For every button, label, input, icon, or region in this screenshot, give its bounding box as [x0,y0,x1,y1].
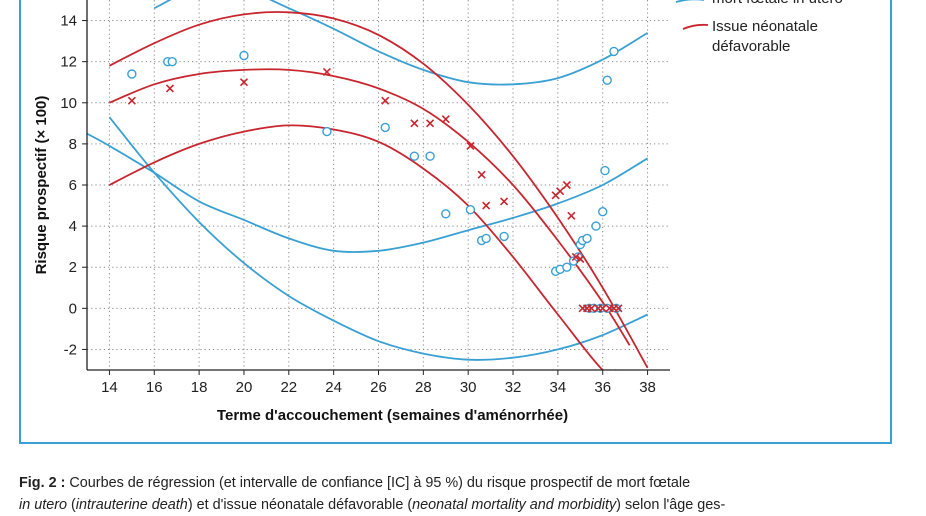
x-tick-label: 16 [146,379,163,396]
x-tick-label: 26 [370,379,387,396]
y-tick-label: 6 [69,177,77,194]
series-1-point [571,252,580,262]
figure-caption: Fig. 2 : Courbes de régression (et inter… [19,472,899,516]
series-0-point [167,56,177,67]
x-tick-label: 24 [325,379,342,396]
y-tick-label: 0 [69,300,77,317]
series-0-point [322,126,332,137]
legend-label-red: Issue néonatale [712,18,818,35]
legend: mort fœtale in utero Issue néonatale défav… [675,0,843,55]
series-1-point [587,304,596,313]
series-1-fit-line [109,68,631,346]
series-1-point [127,96,136,105]
y-tick-label: 14 [60,13,77,30]
caption-text: Courbes de régression (et intervalle de … [65,475,691,491]
series-0-point [602,75,612,85]
x-tick-label: 36 [594,379,611,396]
series-0-point [591,221,601,231]
data-points [127,46,623,314]
series-0-point [127,69,137,79]
legend-label-blue: mort fœtale in utero [712,0,843,7]
x-tick-label: 14 [101,379,118,396]
x-tick-label: 18 [191,379,208,396]
y-tick-label: 8 [69,136,77,153]
x-tick-label: 22 [280,379,297,396]
series-0-point [481,233,491,244]
series-1-point [322,67,331,77]
series-0-point [600,165,610,176]
series-1-point [576,254,585,264]
series-1-point [441,115,450,124]
x-tick-label: 30 [460,379,477,396]
series-0-point [611,303,621,314]
series-0-point [380,122,390,133]
legend-label-red-2: défavorable [712,38,790,55]
series-1-point [466,141,475,151]
series-1-point [165,84,175,93]
y-axis-label: Risque prospectif (× 100) [33,96,50,275]
legend-swatch-blue [675,0,704,3]
series-1-point [562,180,571,190]
x-axis-label: Terme d'accouchement (semaines d'aménorr… [217,407,568,424]
series-1-point [426,119,435,128]
series-0-ci-upper-line [153,0,649,86]
x-tick-label: 20 [236,379,253,396]
x-tick-label: 28 [415,379,432,396]
series-0-point [465,204,476,215]
series-0-point [562,262,572,272]
series-1-point [477,170,486,179]
y-tick-label: 12 [60,54,77,71]
series-1-ci-lower-line [108,124,617,370]
series-0-ci-lower-line [87,132,649,253]
regression-curves [87,0,649,370]
y-tick-label: -2 [64,341,77,358]
grid [87,0,670,370]
series-0-point [499,231,509,242]
series-0-point [239,50,249,61]
caption-italic-2: intrauterine death [75,497,188,513]
caption-text-4: ) selon l'âge ges- [616,497,726,513]
series-1-point [410,119,419,128]
y-tick-label: 2 [69,259,77,276]
series-0-point [441,209,451,219]
x-tick-label: 38 [639,379,656,396]
y-tick-label: 4 [69,218,77,235]
series-0-point [582,233,592,244]
series-1-point [381,96,390,105]
series-1-point [500,197,509,206]
series-0-point [598,207,608,217]
caption-text-2: ( [67,497,76,513]
series-0-point [409,151,420,161]
caption-italic-1: in utero [19,497,67,513]
series-1-point [556,187,565,196]
series-1-ci-upper-line [108,11,649,369]
caption-text-3: ) et d'issue néonatale défavorable ( [187,497,413,513]
legend-swatch-red [682,23,709,30]
series-1-point [598,304,607,313]
series-1-point [239,78,249,87]
series-0-point [609,46,619,57]
caption-italic-3: neonatal mortality and morbidity [412,497,617,513]
caption-label: Fig. 2 : [19,475,66,491]
x-tick-label: 34 [550,379,567,396]
y-tick-label: 10 [60,95,77,112]
series-1-point [567,211,576,220]
series-1-point [482,201,491,210]
series-0-point [425,151,435,161]
series-1-point [614,304,623,313]
x-tick-label: 32 [505,379,522,396]
series-0-fit-line [108,116,648,361]
